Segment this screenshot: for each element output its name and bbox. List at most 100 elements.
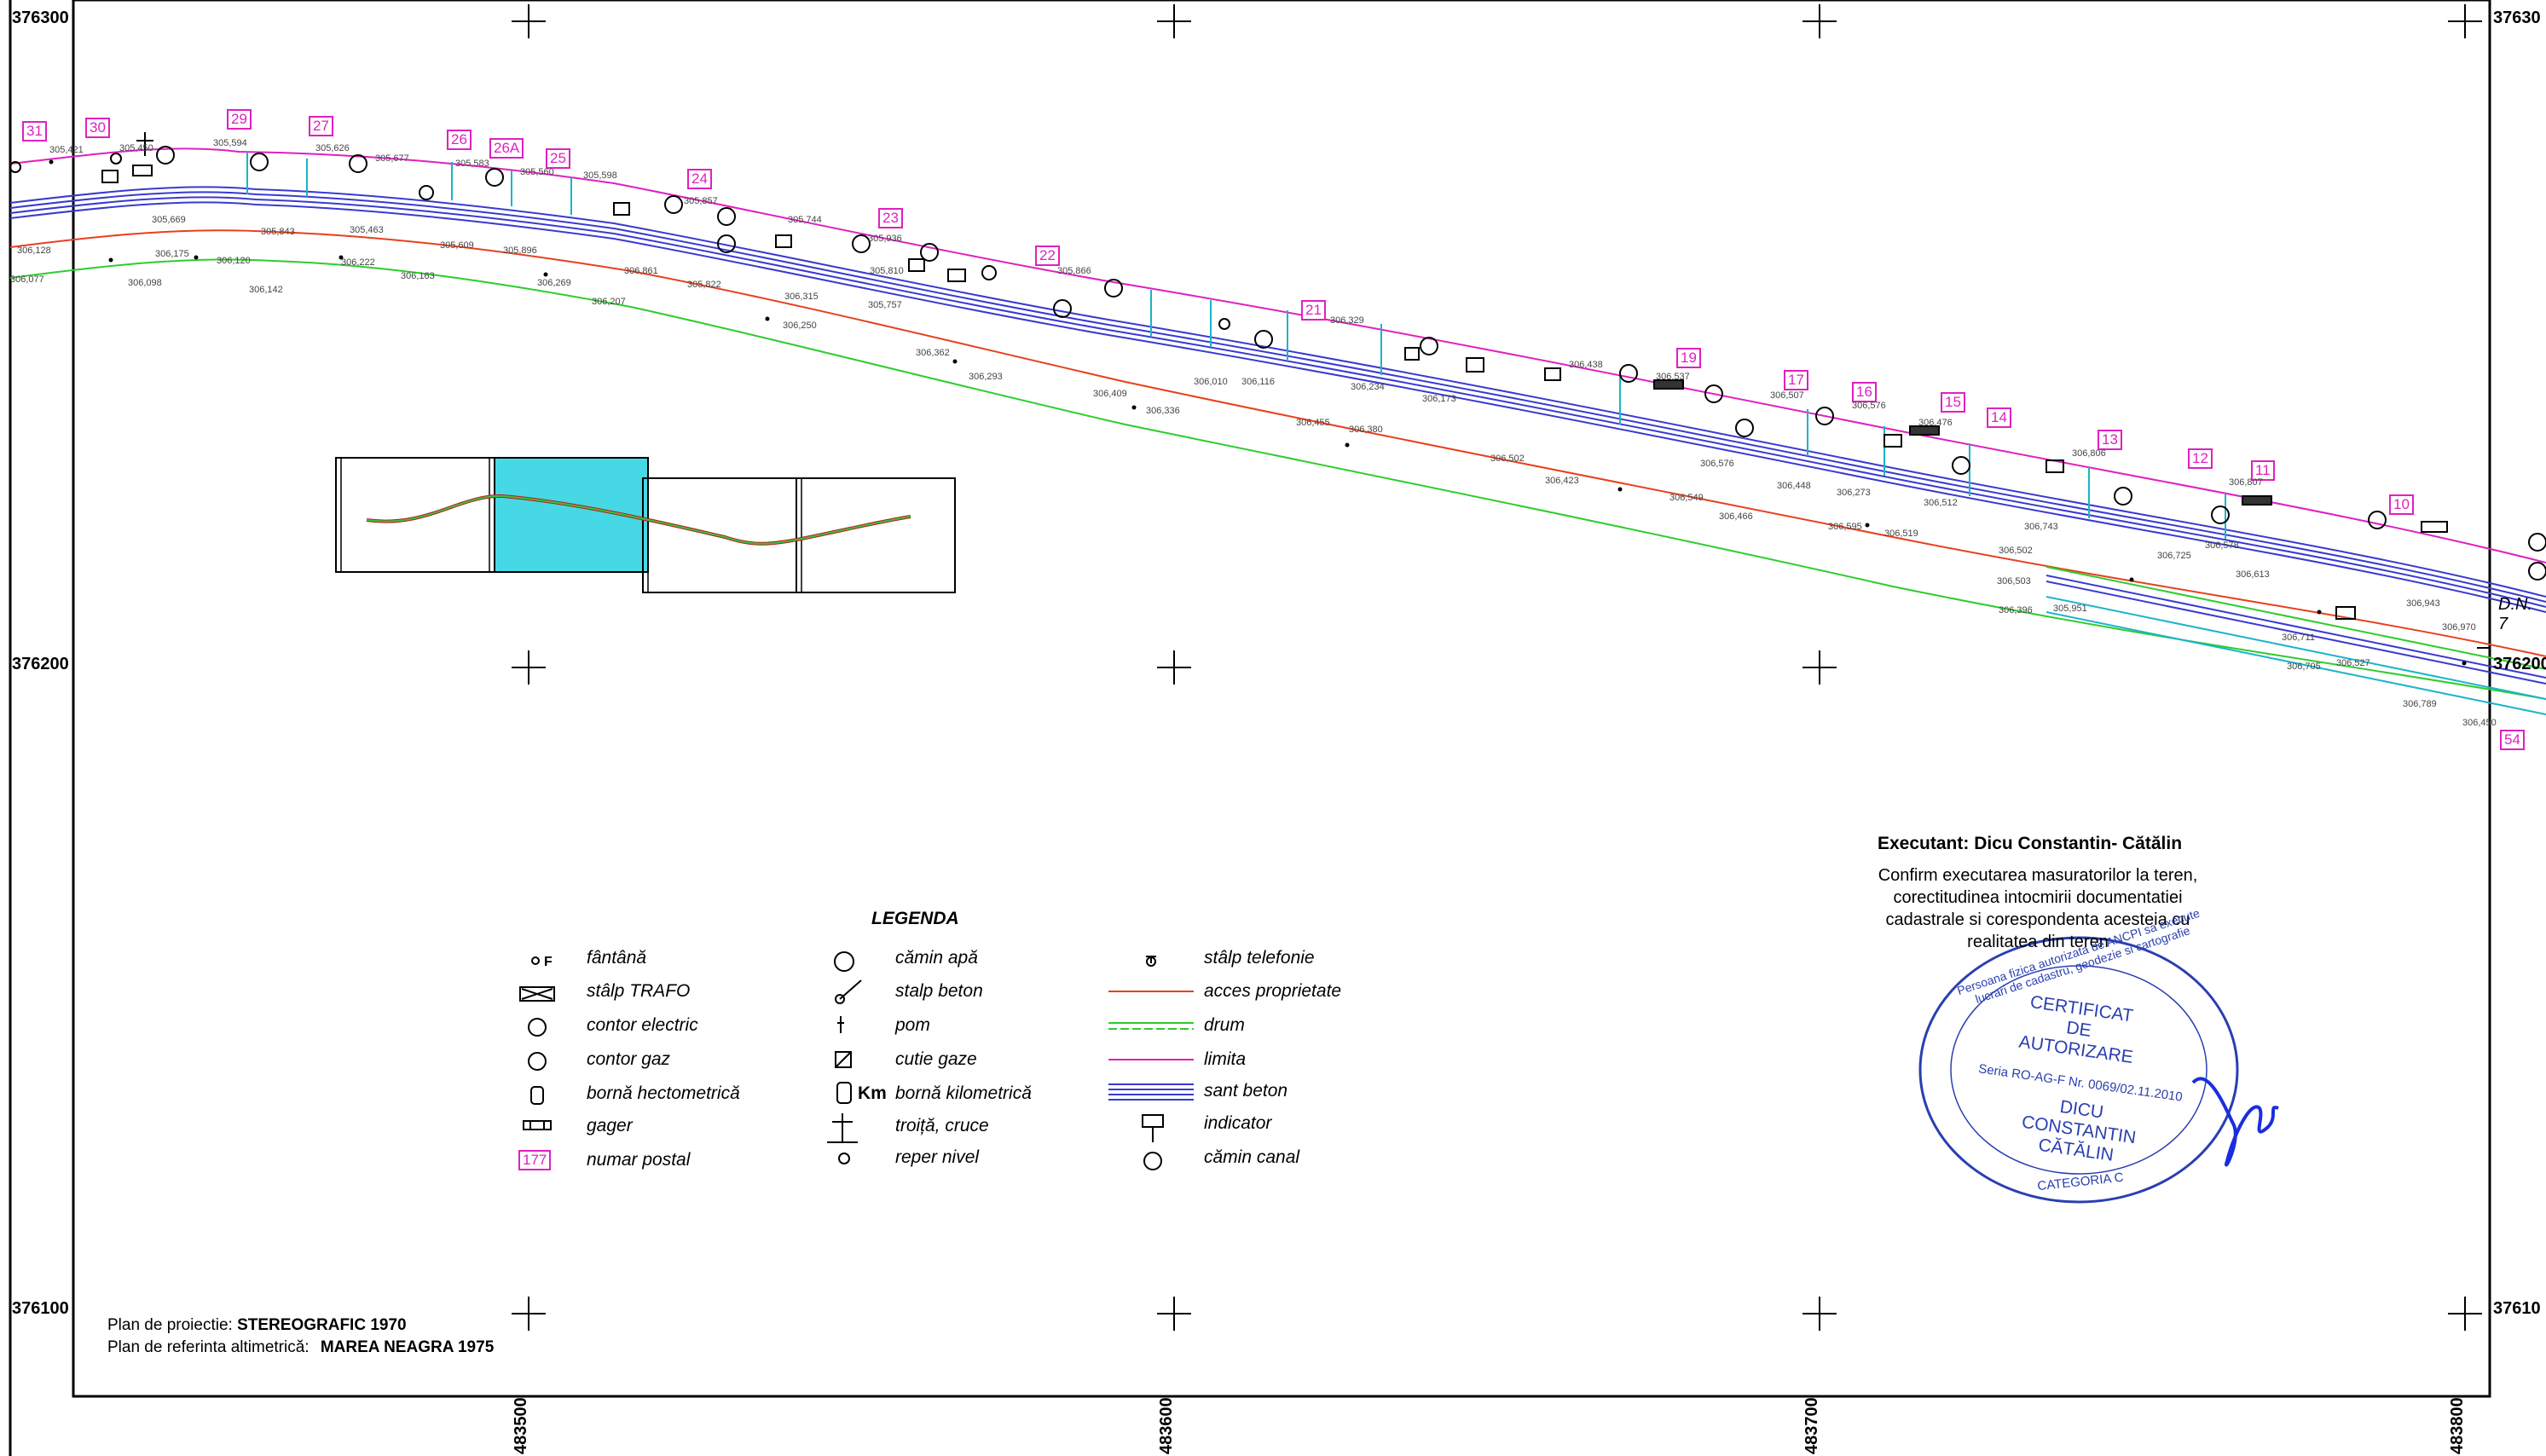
- postal-number: 15: [1941, 392, 1965, 413]
- elevation-label: 305,896: [503, 246, 537, 256]
- elevation-label: 306,537: [1656, 372, 1690, 382]
- elevation-label: 306,315: [784, 292, 819, 302]
- elevation-label: 305,936: [868, 234, 902, 244]
- elevation-label: 306,861: [624, 266, 658, 276]
- elevation-label: 306,250: [783, 321, 817, 331]
- survey-points: [49, 160, 2467, 666]
- elevation-label: 306,502: [1490, 454, 1525, 464]
- boundary-line: [10, 148, 2546, 563]
- elevation-label: 305,560: [520, 167, 554, 177]
- coord-bottom-483700: 483700: [1802, 1397, 1822, 1454]
- elevation-label: 305,951: [2053, 604, 2087, 614]
- legend-label-concrete-ditch: sant beton: [1204, 1081, 1287, 1101]
- elevation-label: 306,336: [1146, 406, 1180, 416]
- elevation-label: 305,421: [49, 145, 84, 155]
- postal-number: 30: [85, 118, 110, 138]
- elevation-label: 306,943: [2406, 598, 2440, 609]
- legend-label-boundary: limita: [1204, 1049, 1246, 1070]
- coord-left-376300: 376300: [12, 9, 69, 28]
- elevation-label: 306,507: [1770, 390, 1804, 401]
- elevation-label: 306,329: [1330, 315, 1364, 326]
- altimetric-plan: Plan de referinta altimetrică: MAREA NEA…: [107, 1338, 494, 1357]
- legend-label-trafo-pole: stâlp TRAFO: [587, 981, 690, 1002]
- location-overview: [336, 458, 955, 592]
- elevation-label: 306,362: [916, 348, 950, 358]
- elevation-label: 305,463: [350, 225, 384, 235]
- elevation-label: 306,466: [1719, 511, 1753, 522]
- elevation-label: 306,970: [2442, 622, 2476, 633]
- elevation-label: 306,502: [1999, 546, 2033, 556]
- elevation-label: 306,576: [1852, 401, 1886, 411]
- legend-label-water-manhole: cămin apă: [895, 948, 978, 968]
- elevation-label: 306,450: [2462, 718, 2497, 728]
- road-line: [10, 259, 2546, 699]
- legend-label-gas-box: cutie gaze: [895, 1049, 977, 1070]
- postal-number: 10: [2389, 494, 2414, 515]
- elevation-label: 306,120: [217, 256, 251, 266]
- elevation-label: 305,757: [868, 300, 902, 310]
- elevation-label: 306,222: [341, 257, 375, 268]
- projection-label: Plan de proiectie:: [107, 1316, 233, 1334]
- legend-label-indicator: indicator: [1204, 1113, 1271, 1134]
- grid-crosses: [512, 4, 2482, 1331]
- elevation-label: 305,594: [213, 138, 247, 148]
- projection-value: STEREOGRAFIC 1970: [237, 1316, 407, 1334]
- coord-right-376200: 376200: [2493, 655, 2546, 674]
- projection-plan: Plan de proiectie: STEREOGRAFIC 1970: [107, 1316, 407, 1335]
- coord-bottom-483800: 483800: [2448, 1397, 2468, 1454]
- property-access-line: [10, 230, 2546, 656]
- postal-number: 24: [687, 169, 712, 189]
- postal-number: 23: [878, 208, 903, 228]
- elevation-label: 306,269: [537, 278, 571, 288]
- altimetric-value: MAREA NEAGRA 1975: [321, 1338, 494, 1356]
- elevation-label: 305,857: [684, 196, 718, 206]
- elevation-label: 306,576: [1700, 459, 1734, 469]
- elevation-label: 306,448: [1777, 481, 1811, 491]
- postal-number: 22: [1035, 246, 1060, 266]
- elevation-label: 306,077: [10, 274, 44, 285]
- postal-number: 12: [2188, 448, 2213, 469]
- elevation-label: 306,234: [1351, 382, 1385, 392]
- legend-label-fountain: fântână: [587, 948, 646, 968]
- elevation-label: 306,438: [1569, 360, 1603, 370]
- legend-title: LEGENDA: [871, 909, 959, 929]
- elevation-label: 306,128: [17, 246, 51, 256]
- coord-left-376100: 376100: [12, 1299, 69, 1319]
- elevation-label: 305,669: [152, 215, 186, 225]
- elevation-label: 305,450: [119, 143, 153, 153]
- legend-label-tree: pom: [895, 1015, 930, 1036]
- postal-number: 54: [2500, 730, 2525, 750]
- elevation-label: 305,843: [261, 227, 295, 237]
- concrete-ditch: [10, 187, 2546, 612]
- elevation-label: 305,822: [687, 280, 721, 290]
- elevation-label: 306,273: [1837, 488, 1871, 498]
- postal-number: 26: [447, 130, 472, 150]
- postal-number: 31: [22, 121, 47, 142]
- elevation-label: 306,527: [2336, 658, 2370, 668]
- coord-bottom-483500: 483500: [512, 1397, 531, 1454]
- elevation-label: 306,293: [969, 372, 1003, 382]
- legend-label-gauge: gager: [587, 1116, 633, 1136]
- elevation-label: 306,010: [1194, 377, 1228, 387]
- postal-number: 19: [1676, 348, 1701, 368]
- elevation-label: 306,613: [2236, 569, 2270, 580]
- elevation-label: 306,423: [1545, 476, 1579, 486]
- svg-text:F: F: [544, 955, 553, 969]
- elevation-label: 306,380: [1349, 425, 1383, 435]
- kilometer-sample: Km: [858, 1083, 887, 1104]
- legend-label-property-access: acces proprietate: [1204, 981, 1341, 1002]
- elevation-label: 306,789: [2403, 699, 2437, 709]
- coord-right-376300: 37630: [2493, 9, 2541, 28]
- legend-label-kilometer-marker: bornă kilometrică: [895, 1083, 1032, 1104]
- postal-number: 13: [2098, 430, 2122, 450]
- elevation-label: 306,549: [1669, 493, 1704, 503]
- elevation-label: 306,578: [2205, 540, 2239, 551]
- elevation-label: 306,806: [2072, 448, 2106, 459]
- elevation-label: 306,476: [1918, 418, 1953, 428]
- elevation-label: 306,503: [1997, 576, 2031, 586]
- elevation-label: 305,810: [870, 266, 904, 276]
- elevation-label: 306,743: [2024, 522, 2058, 532]
- legend-label-postal-number: numar postal: [587, 1150, 690, 1170]
- elevation-label: 306,725: [2157, 551, 2191, 561]
